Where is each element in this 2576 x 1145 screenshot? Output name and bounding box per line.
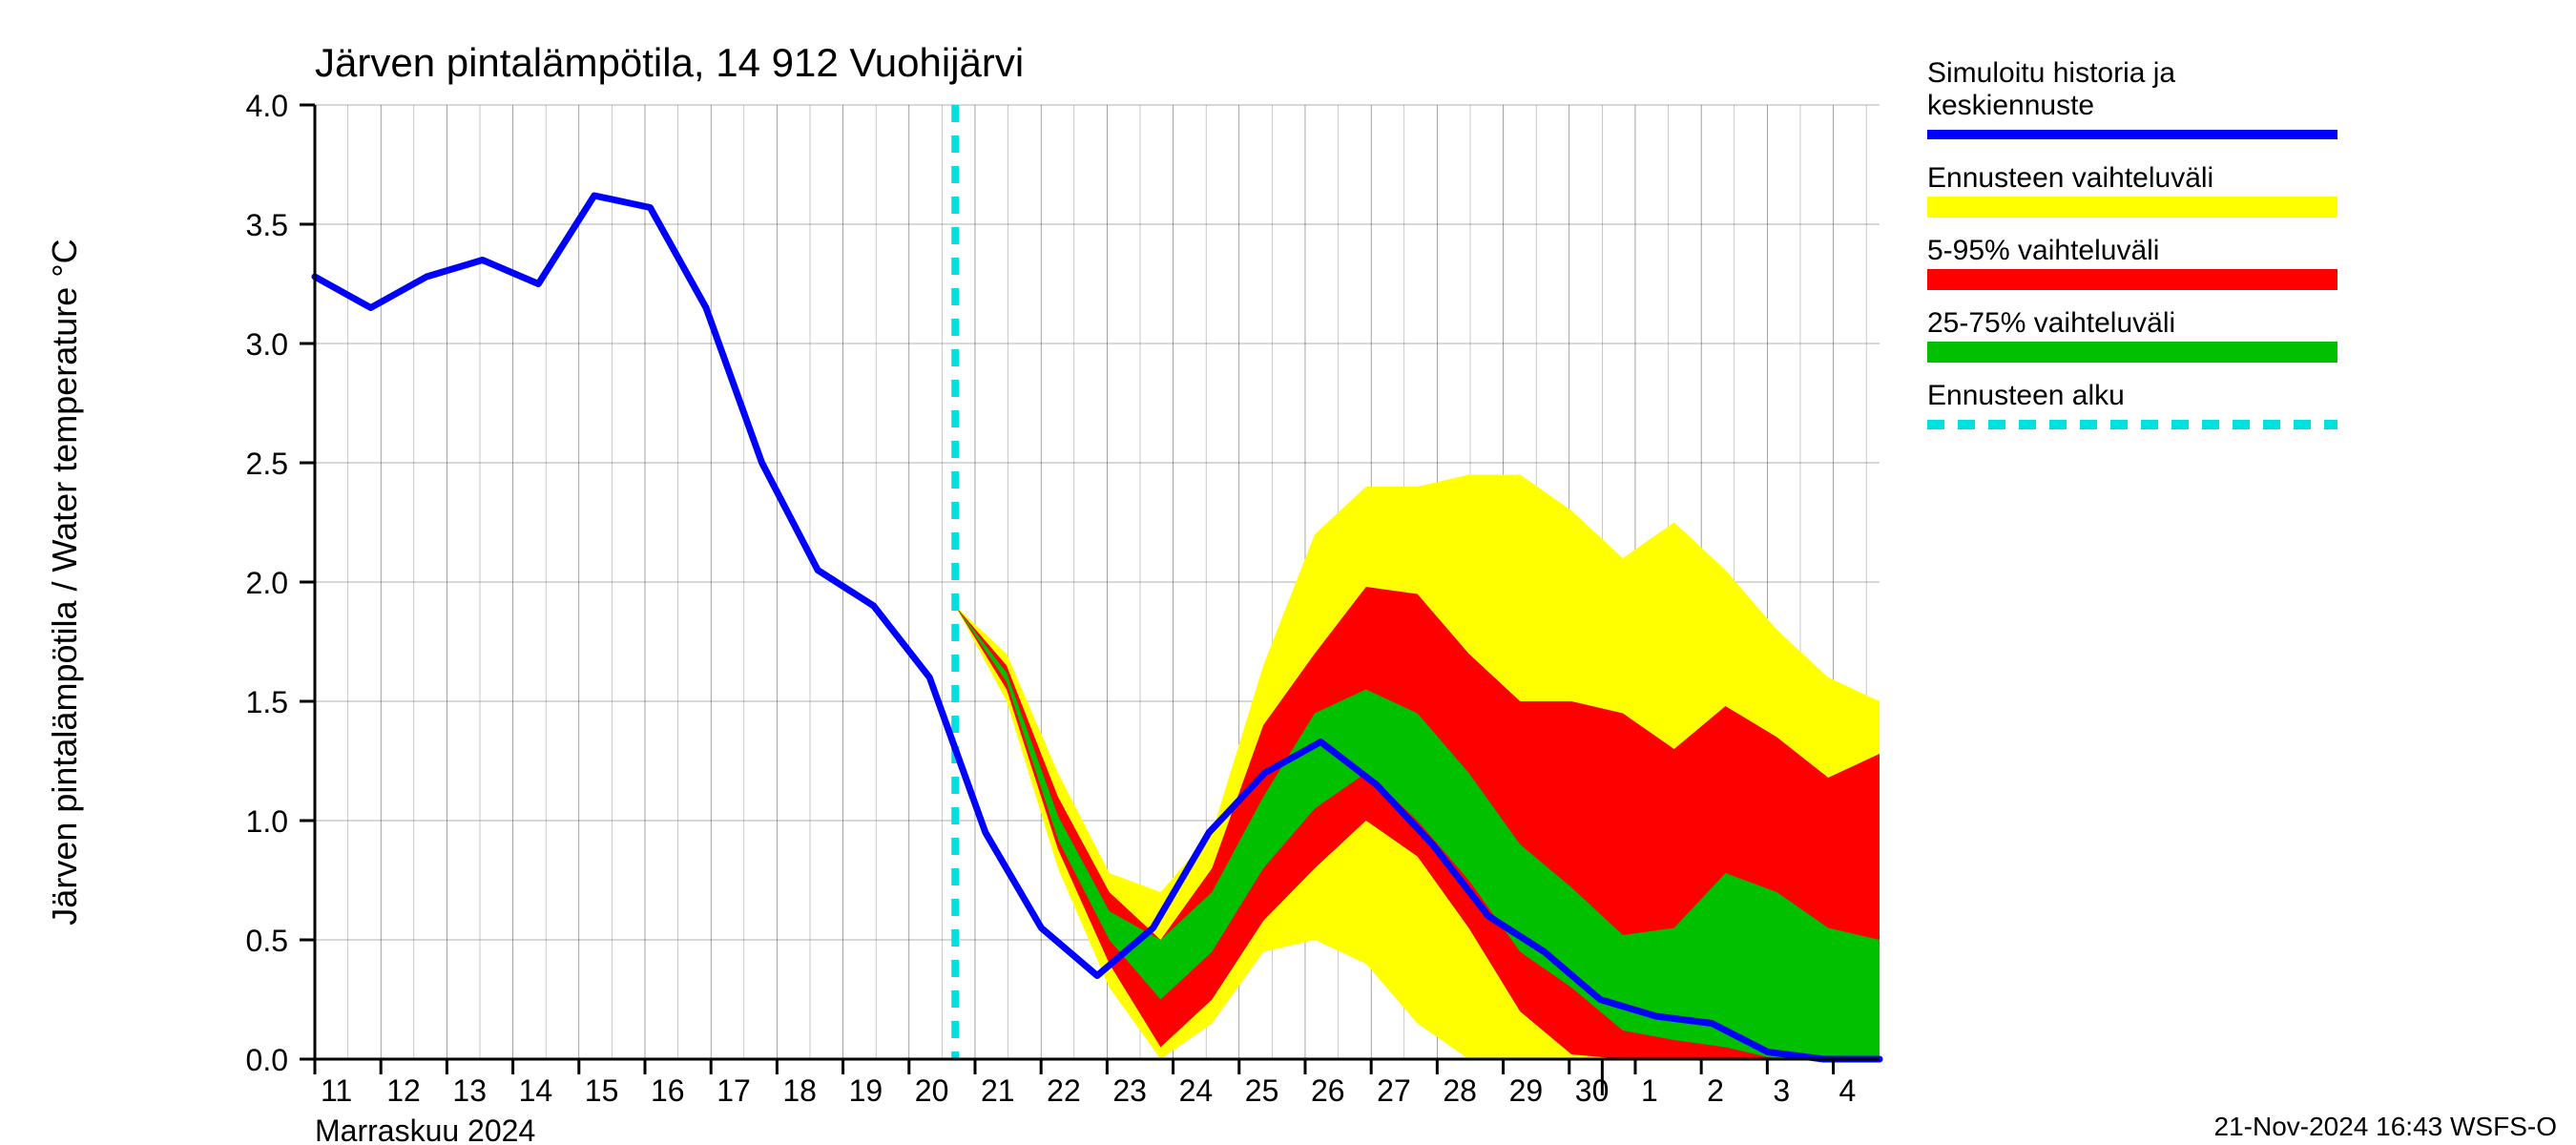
water-temperature-chart: 0.00.51.01.52.02.53.03.54.01112131415161… [0,0,2576,1145]
x-tick-label: 11 [321,1073,352,1108]
x-tick-label: 19 [849,1073,883,1108]
y-tick-label: 2.0 [246,566,288,600]
x-tick-label: 18 [782,1073,817,1108]
y-tick-label: 4.0 [246,89,288,123]
x-tick-label: 1 [1641,1073,1658,1108]
legend-swatch [1927,197,2337,218]
legend-label: keskiennuste [1927,90,2094,121]
x-tick-label: 16 [651,1073,685,1108]
x-tick-label: 20 [915,1073,949,1108]
legend-label: Ennusteen alku [1927,380,2125,411]
y-axis-label: Järven pintalämpötila / Water temperatur… [45,239,84,925]
x-tick-label: 14 [519,1073,553,1108]
x-tick-label: 2 [1707,1073,1724,1108]
legend-swatch [1927,269,2337,290]
x-tick-label: 23 [1112,1073,1147,1108]
x-tick-label: 17 [717,1073,751,1108]
y-tick-label: 3.0 [246,327,288,362]
x-tick-label: 4 [1839,1073,1857,1108]
x-tick-label: 22 [1047,1073,1081,1108]
x-tick-label: 21 [981,1073,1015,1108]
y-tick-label: 1.5 [246,685,288,719]
legend-label: 25-75% vaihteluväli [1927,307,2175,339]
chart-title: Järven pintalämpötila, 14 912 Vuohijärvi [315,40,1024,85]
y-tick-label: 2.5 [246,447,288,481]
x-tick-label: 3 [1773,1073,1790,1108]
x-tick-label: 13 [452,1073,487,1108]
footer-timestamp: 21-Nov-2024 16:43 WSFS-O [2214,1112,2558,1141]
x-tick-label: 28 [1443,1073,1477,1108]
legend-label: Ennusteen vaihteluväli [1927,162,2213,194]
y-tick-label: 0.0 [246,1043,288,1077]
y-tick-label: 0.5 [246,924,288,958]
x-tick-label: 30 [1575,1073,1610,1108]
x-tick-label: 12 [386,1073,421,1108]
x-tick-label: 25 [1245,1073,1279,1108]
x-tick-label: 24 [1179,1073,1214,1108]
legend-label: Simuloitu historia ja [1927,57,2175,89]
chart-svg: 0.00.51.01.52.02.53.03.54.01112131415161… [0,0,2576,1145]
legend-swatch [1927,342,2337,363]
y-tick-label: 3.5 [246,208,288,242]
x-tick-label: 29 [1509,1073,1544,1108]
y-tick-label: 1.0 [246,804,288,839]
month-label-fi: Marraskuu 2024 [315,1114,535,1145]
legend-label: 5-95% vaihteluväli [1927,235,2159,266]
x-tick-label: 27 [1377,1073,1411,1108]
x-tick-label: 15 [585,1073,619,1108]
x-tick-label: 26 [1311,1073,1345,1108]
